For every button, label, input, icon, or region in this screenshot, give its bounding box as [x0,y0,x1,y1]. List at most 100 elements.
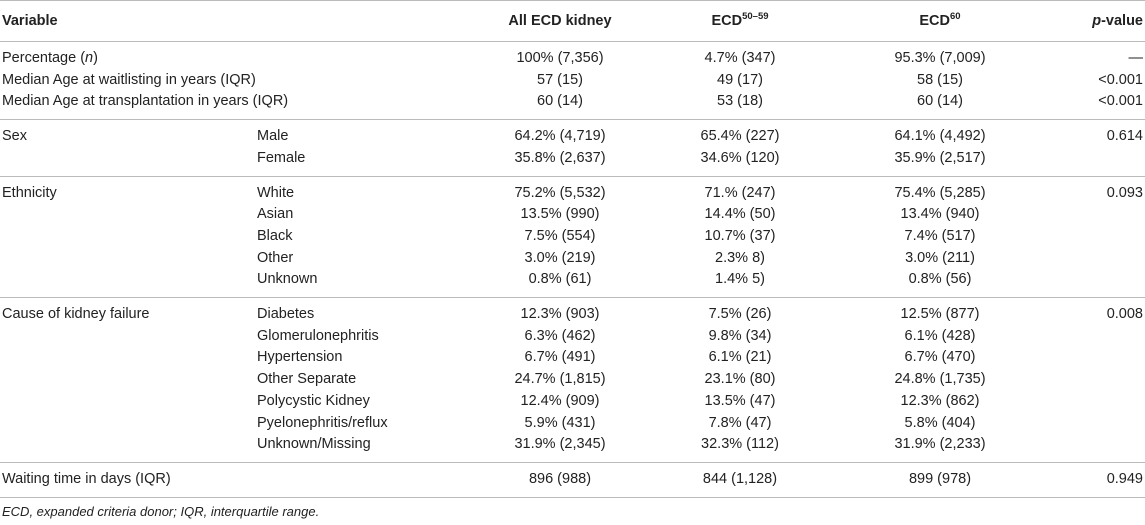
table-row: Female 35.8% (2,637) 34.6% (120) 35.9% (… [0,148,1145,176]
cell-all: 896 (988) [465,461,655,498]
characteristics-table: Variable All ECD kidney ECD50–59 ECD60 p… [0,0,1145,498]
cell-all: 12.3% (903) [465,297,655,326]
table-row: Sex Male 64.2% (4,719) 65.4% (227) 64.1%… [0,119,1145,148]
table-header: Variable All ECD kidney ECD50–59 ECD60 p… [0,0,1145,42]
cell-pvalue: <0.001 [1098,71,1143,88]
cell-ecd60: 31.9% (2,233) [894,436,986,453]
table-row: Median Age at waitlisting in years (IQR)… [0,70,1145,92]
cell-all: 31.9% (2,345) [514,436,606,453]
row-category: Male [255,119,465,148]
cell-all: 75.2% (5,532) [465,175,655,205]
cell-ecd60: 6.7% (470) [904,349,976,366]
cell-ecd50: 34.6% (120) [700,149,780,166]
cause-group: Cause of kidney failure Diabetes 12.3% (… [0,297,1145,463]
table-row: Cause of kidney failure Diabetes 12.3% (… [0,297,1145,326]
cell-ecd50: 2.3% 8) [715,249,765,266]
cell-ecd50: 23.1% (80) [704,371,776,388]
row-category: Hypertension [257,349,343,366]
cell-ecd60: 12.5% (877) [825,297,1055,326]
cell-pvalue: 0.093 [1055,175,1145,205]
cell-ecd50: 1.4% 5) [715,271,765,288]
cell-ecd60: 58 (15) [917,71,963,88]
table-row: Median Age at transplantation in years (… [0,91,1145,119]
cell-all: 24.7% (1,815) [514,371,606,388]
table-row: Other Separate 24.7% (1,815) 23.1% (80) … [0,369,1145,391]
cell-ecd50: 13.5% (47) [704,392,776,409]
cell-ecd60: 64.1% (4,492) [825,119,1055,148]
cell-all: 6.3% (462) [524,327,596,344]
row-category: Unknown [257,271,318,288]
cell-ecd50: 32.3% (112) [701,436,779,453]
cell-all: 57 (15) [537,71,583,88]
cell-ecd60: 35.9% (2,517) [894,149,986,166]
cell-all: 7.5% (554) [524,227,596,244]
table-row: Unknown 0.8% (61) 1.4% 5) 0.8% (56) [0,269,1145,297]
cell-all: 100% (7,356) [516,50,604,66]
cell-ecd60: 60 (14) [917,93,963,110]
cell-ecd60: 0.8% (56) [908,271,972,288]
row-category: White [255,175,465,205]
row-variable: Median Age at transplantation in years (… [2,93,289,110]
row-variable: Percentage (n) [2,50,98,66]
waiting-group: Waiting time in days (IQR) 896 (988) 844… [0,461,1145,498]
cell-all: 0.8% (61) [528,271,592,288]
table-row: Unknown/Missing 31.9% (2,345) 32.3% (112… [0,434,1145,462]
cell-all: 6.7% (491) [524,349,596,366]
cell-ecd50: 49 (17) [717,71,763,88]
cell-pvalue: 0.949 [1055,461,1145,498]
cell-all: 13.5% (990) [520,206,600,223]
cell-ecd50: 7.5% (26) [655,297,825,326]
table-row: Polycystic Kidney 12.4% (909) 13.5% (47)… [0,391,1145,413]
cell-ecd60: 95.3% (7,009) [894,50,986,66]
cell-ecd50: 9.8% (34) [708,327,772,344]
cell-ecd50: 14.4% (50) [704,206,776,223]
table-row: Asian 13.5% (990) 14.4% (50) 13.4% (940) [0,204,1145,226]
header-variable: Variable [0,0,465,42]
ethnicity-group: Ethnicity White 75.2% (5,532) 71.% (247)… [0,175,1145,298]
cell-all: 64.2% (4,719) [465,119,655,148]
row-category: Other Separate [257,371,357,388]
header-ecd60: ECD60 [825,0,1055,42]
cell-ecd50: 844 (1,128) [655,461,825,498]
cell-ecd50: 71.% (247) [655,175,825,205]
table-footnote: ECD, expanded criteria donor; IQR, inter… [2,504,320,519]
cell-all: 60 (14) [537,93,583,110]
row-category: Diabetes [255,297,465,326]
cell-all: 12.4% (909) [520,392,600,409]
cell-ecd60: 5.8% (404) [904,414,976,431]
cell-ecd50: 65.4% (227) [655,119,825,148]
cell-ecd60: 7.4% (517) [904,227,976,244]
row-variable: Cause of kidney failure [0,297,255,326]
table-row: Ethnicity White 75.2% (5,532) 71.% (247)… [0,175,1145,205]
row-category: Female [257,149,306,166]
row-category: Other [257,249,294,266]
table-row: Percentage (n) 100% (7,356) 4.7% (347) 9… [0,42,1145,70]
cell-all: 5.9% (431) [524,414,596,431]
table-row: Pyelonephritis/reflux 5.9% (431) 7.8% (4… [0,413,1145,435]
row-variable: Sex [0,119,255,148]
row-variable: Median Age at waitlisting in years (IQR) [2,71,256,88]
cell-all: 35.8% (2,637) [514,149,606,166]
cell-ecd60: 75.4% (5,285) [825,175,1055,205]
table-row: Waiting time in days (IQR) 896 (988) 844… [0,461,1145,498]
cell-ecd60: 24.8% (1,735) [894,371,986,388]
cell-ecd50: 7.8% (47) [708,414,772,431]
row-category: Polycystic Kidney [257,392,370,409]
row-category: Pyelonephritis/reflux [257,414,388,431]
row-variable: Ethnicity [0,175,255,205]
table-row: Hypertension 6.7% (491) 6.1% (21) 6.7% (… [0,347,1145,369]
cell-ecd60: 12.3% (862) [900,392,980,409]
table-row: Glomerulonephritis 6.3% (462) 9.8% (34) … [0,326,1145,348]
cell-ecd60: 13.4% (940) [900,206,980,223]
cell-pvalue: 0.614 [1055,119,1145,148]
cell-ecd60: 3.0% (211) [905,249,975,266]
row-category: Black [257,227,293,244]
cell-ecd50: 53 (18) [717,93,763,110]
header-ecd50: ECD50–59 [655,0,825,42]
header-all-ecd: All ECD kidney [465,0,655,42]
row-category: Glomerulonephritis [257,327,379,344]
table-row: Other 3.0% (219) 2.3% 8) 3.0% (211) [0,248,1145,270]
row-variable: Waiting time in days (IQR) [0,461,465,498]
cell-ecd50: 4.7% (347) [704,50,776,66]
